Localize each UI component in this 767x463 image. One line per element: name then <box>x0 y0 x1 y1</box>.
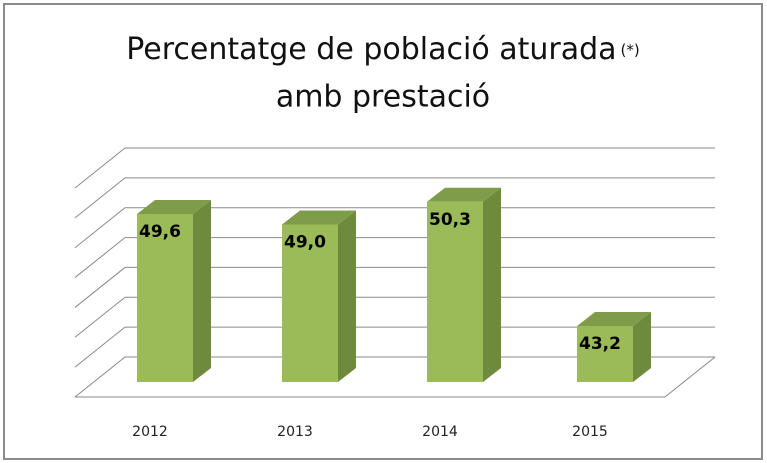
x-tick-label: 2012 <box>132 424 168 440</box>
grid-line <box>74 296 715 338</box>
bar-top <box>282 210 356 225</box>
bar <box>282 224 338 382</box>
bar <box>137 214 193 382</box>
bar-side <box>193 200 211 382</box>
data-label: 49,6 <box>139 222 181 242</box>
data-label: 49,0 <box>284 233 326 253</box>
title-note: (*) <box>621 41 640 59</box>
data-label: 50,3 <box>429 210 471 230</box>
data-label: 43,2 <box>579 334 621 354</box>
grid-line <box>74 266 715 308</box>
x-tick-label: 2013 <box>277 424 313 440</box>
chart-title: amb prestació <box>276 80 490 115</box>
grid-line <box>74 237 715 278</box>
title-line: Percentatge de població aturada <box>126 32 616 67</box>
bar-side <box>338 210 356 382</box>
grid-line <box>74 177 715 219</box>
bar-top <box>427 187 501 202</box>
floor-edge <box>664 356 716 398</box>
bar-side <box>483 187 501 382</box>
grid-line <box>74 356 715 398</box>
bar <box>427 201 483 382</box>
grid-line <box>74 207 715 249</box>
bar-top <box>137 200 211 214</box>
bar-side <box>633 312 651 382</box>
grid-line <box>74 326 715 368</box>
grid-line <box>74 147 715 189</box>
x-tick-label: 2014 <box>422 424 458 440</box>
bar <box>577 326 633 382</box>
bar-top <box>577 312 651 326</box>
chart-title: Percentatge de població aturada (*) <box>126 32 640 67</box>
x-tick-label: 2015 <box>572 424 608 440</box>
chart-frame <box>3 3 763 460</box>
